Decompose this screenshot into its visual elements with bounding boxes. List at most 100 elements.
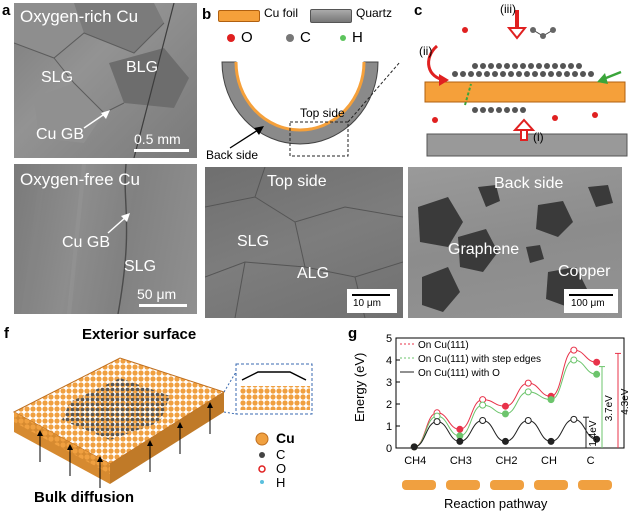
arrow-icon xyxy=(229,126,264,149)
legend-cu-label: Cu foil xyxy=(264,6,299,20)
panel-b-diagram: Cu foil Quartz O C H Top side Back side xyxy=(200,0,400,165)
legend-entry: On Cu(111) with step edges xyxy=(418,354,541,365)
atom-h-icon xyxy=(340,35,346,41)
title-back-side: Back side xyxy=(494,175,564,192)
top-side-label: Top side xyxy=(300,106,345,120)
data-point xyxy=(501,402,509,410)
data-point xyxy=(501,437,509,445)
legend-c: C xyxy=(276,447,286,462)
data-point xyxy=(479,417,487,424)
atom-o-icon xyxy=(227,34,235,42)
x-category-label: CH3 xyxy=(450,455,472,467)
scale-box xyxy=(564,289,618,313)
scale-bar xyxy=(569,294,613,296)
title-oxygen-free: Oxygen-free Cu xyxy=(20,170,140,189)
scale-label: 0.5 mm xyxy=(134,131,181,147)
data-point xyxy=(524,379,532,387)
y-tick-label: 3 xyxy=(386,377,392,389)
label-alg: ALG xyxy=(297,265,330,282)
bulk-diffusion-label: Bulk diffusion xyxy=(34,489,134,506)
scale-bar xyxy=(139,304,187,307)
label-cu-gb: Cu GB xyxy=(62,234,111,251)
legend-entry: On Cu(111) xyxy=(418,340,469,351)
legend-quartz-label: Quartz xyxy=(356,6,393,20)
panel-e-image: Back side Graphene Copper 100 μm xyxy=(408,167,622,318)
label-c: c xyxy=(414,2,423,19)
title-top-side: Top side xyxy=(267,173,327,190)
panel-d-image: Top side SLG ALG 10 μm xyxy=(205,167,403,318)
legend-entry: On Cu(111) with O xyxy=(418,368,500,379)
panel-g-chart: 0 1 2 3 4 5 CH4 CH3 CH2 CH C On Cu(111) On Cu(111)… xyxy=(340,322,628,511)
y-tick-label: 2 xyxy=(386,399,392,411)
data-point xyxy=(570,415,578,423)
y-tick-label: 4 xyxy=(386,355,392,367)
label-a: a xyxy=(2,2,11,19)
legend-cu-swatch xyxy=(218,10,260,22)
label-b: b xyxy=(202,6,212,23)
x-category-label: CH xyxy=(541,455,557,467)
label-g: g xyxy=(348,325,358,342)
x-category-label: CH2 xyxy=(495,455,517,467)
y-tick-label: 5 xyxy=(386,333,392,345)
scale-label: 10 μm xyxy=(353,298,381,309)
data-point xyxy=(547,437,555,445)
data-point xyxy=(501,410,509,418)
energy-chart: 0 1 2 3 4 5 CH4 CH3 CH2 CH C On Cu(111) On Cu(111)… xyxy=(352,333,628,511)
atom-o-label: O xyxy=(241,29,253,46)
arrow-icon xyxy=(107,213,130,234)
data-point xyxy=(479,401,487,409)
label-blg: BLG xyxy=(126,59,159,76)
data-point xyxy=(433,418,441,426)
data-point xyxy=(593,358,601,366)
scale-label: 50 μm xyxy=(137,286,177,302)
legend-o: O xyxy=(276,461,287,476)
scale-bar xyxy=(134,149,189,152)
label-cu-gb: Cu GB xyxy=(36,126,85,143)
y-tick-label: 0 xyxy=(386,443,392,455)
label-graphene: Graphene xyxy=(448,241,520,258)
data-point xyxy=(410,443,418,451)
step-ii: (ii) xyxy=(419,44,433,58)
slab-icons xyxy=(402,480,612,490)
data-point xyxy=(524,388,532,396)
atom-h-label: H xyxy=(352,29,363,46)
scale-label: 100 μm xyxy=(571,298,605,309)
panel-f-diagram: Exterior surface Bulk diffusion Cu C O H xyxy=(0,322,350,511)
grain-boundaries xyxy=(14,3,189,158)
atom-c-icon xyxy=(286,34,294,42)
label-slg: SLG xyxy=(41,69,74,86)
legend-cu: Cu xyxy=(276,430,295,446)
data-point xyxy=(593,370,601,378)
panel-c-diagram: (i) (ii) (iii) xyxy=(405,0,628,165)
data-point xyxy=(547,396,555,404)
annotation-label: 3.7eV xyxy=(604,395,615,421)
data-point xyxy=(524,417,532,424)
label-f: f xyxy=(4,325,9,342)
annotation-label: 1.4eV xyxy=(588,420,599,446)
title-oxygen-rich: Oxygen-rich Cu xyxy=(20,7,139,26)
scale-bar xyxy=(352,294,390,296)
exterior-surface-label: Exterior surface xyxy=(82,326,197,343)
step-iii: (iii) xyxy=(500,2,516,16)
step-i: (i) xyxy=(533,130,544,144)
legend-quartz-swatch xyxy=(310,9,352,23)
data-point xyxy=(456,437,464,445)
x-category-label: CH4 xyxy=(404,455,426,467)
y-axis-label: Energy (eV) xyxy=(352,353,367,422)
data-point xyxy=(570,356,578,364)
label-slg: SLG xyxy=(237,233,270,250)
data-point xyxy=(456,425,464,433)
x-axis-label: Reaction pathway xyxy=(444,496,548,511)
legend-h: H xyxy=(276,475,286,490)
back-side-label: Back side xyxy=(206,148,259,162)
label-copper: Copper xyxy=(558,263,611,280)
panel-a-top-image: Oxygen-rich Cu SLG BLG Cu GB 0.5 mm xyxy=(14,3,197,158)
panel-a-bottom-image: Oxygen-free Cu Cu GB SLG 50 μm xyxy=(14,164,197,314)
annotation-label: 4.3eV xyxy=(620,388,628,414)
atom-c-label: C xyxy=(300,29,311,46)
x-category-label: C xyxy=(587,455,595,467)
scale-box xyxy=(347,289,397,313)
y-tick-label: 1 xyxy=(386,421,392,433)
data-point xyxy=(570,346,578,354)
data-point xyxy=(593,435,601,443)
